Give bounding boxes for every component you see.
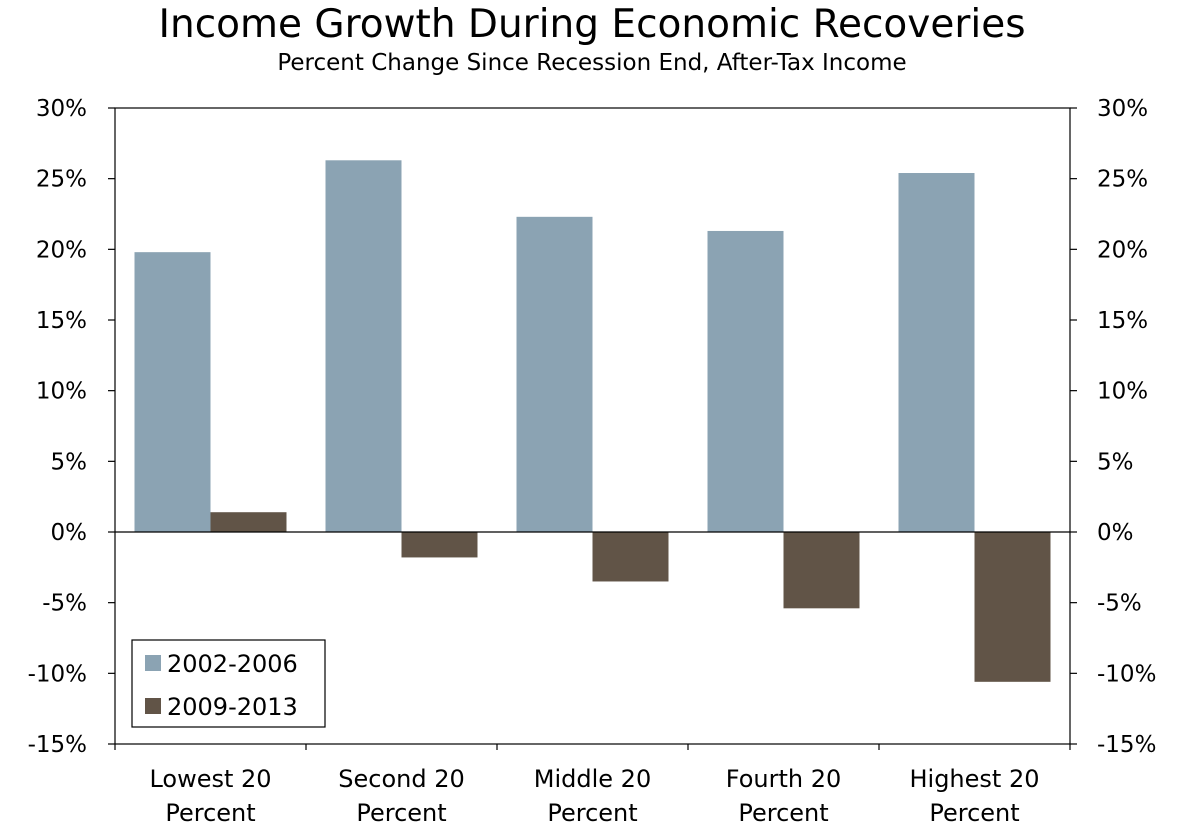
bar-2002-2006-3	[707, 230, 784, 532]
x-tick-label: Fourth 20	[726, 765, 842, 793]
x-tick-label: Second 20	[338, 765, 465, 793]
ytick-label-left: 10%	[36, 379, 87, 405]
bar-2002-2006-2	[516, 216, 593, 532]
x-tick-label: Highest 20	[909, 765, 1039, 793]
ytick-label-right: 15%	[1097, 308, 1148, 334]
ytick-label-left: 5%	[51, 449, 88, 475]
ytick-label-left: 0%	[51, 520, 88, 546]
bar-2009-2013-3	[783, 532, 860, 609]
ytick-label-left: 20%	[36, 237, 87, 263]
bar-2009-2013-0	[210, 512, 287, 532]
legend-label: 2009-2013	[167, 693, 298, 721]
bar-2002-2006-0	[134, 252, 211, 532]
x-tick-label: Lowest 20	[149, 765, 271, 793]
x-tick-label: Percent	[165, 799, 255, 827]
x-tick-label: Middle 20	[534, 765, 651, 793]
ytick-label-right: 20%	[1097, 237, 1148, 263]
ytick-label-right: 25%	[1097, 167, 1148, 193]
legend-swatch	[145, 698, 161, 714]
legend: 2002-2006 2009-2013	[131, 639, 326, 728]
ytick-label-right: 10%	[1097, 379, 1148, 405]
ytick-label-left: 25%	[36, 167, 87, 193]
axes-layer: -15% -15% -10% -10% -5% -5% 0% 0% 5% 5% 10% 10% 15% 1…	[28, 96, 1157, 758]
bar-2009-2013-4	[974, 532, 1051, 682]
chart-subtitle: Percent Change Since Recession End, Afte…	[277, 50, 907, 76]
ytick-label-left: -5%	[42, 591, 87, 617]
bar-2002-2006-4	[898, 173, 975, 532]
legend-box	[131, 639, 326, 728]
x-tick-label: Percent	[929, 799, 1019, 827]
bar-2009-2013-2	[592, 532, 669, 582]
ytick-label-left: 15%	[36, 308, 87, 334]
bar-2009-2013-1	[401, 532, 478, 558]
x-tick-label: Percent	[738, 799, 828, 827]
bars-layer	[134, 160, 1051, 682]
x-tick-label: Percent	[547, 799, 637, 827]
ytick-label-right: -5%	[1097, 591, 1142, 617]
ytick-label-right: -15%	[1097, 732, 1156, 758]
legend-label: 2002-2006	[167, 650, 298, 678]
ytick-label-right: 30%	[1097, 96, 1148, 122]
ytick-label-left: -10%	[28, 661, 87, 687]
bar-2002-2006-1	[325, 160, 402, 532]
ytick-label-right: 0%	[1097, 520, 1134, 546]
ytick-label-left: 30%	[36, 96, 87, 122]
x-tick-label: Percent	[356, 799, 446, 827]
ytick-label-right: 5%	[1097, 449, 1134, 475]
chart-title: Income Growth During Economic Recoveries	[158, 2, 1026, 47]
legend-swatch	[145, 655, 161, 671]
ytick-label-right: -10%	[1097, 661, 1156, 687]
x-tick-labels: Lowest 20 Percent Second 20 Percent Middle 2…	[149, 765, 1039, 827]
ytick-label-left: -15%	[28, 732, 87, 758]
